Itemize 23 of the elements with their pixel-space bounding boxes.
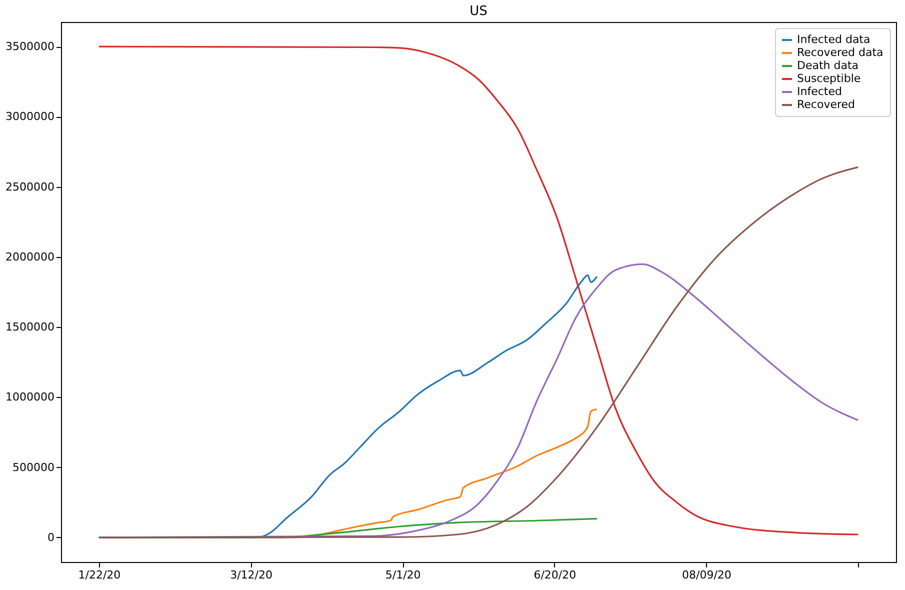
- y-tick-label: 3500000: [6, 40, 54, 54]
- line-series: [98, 46, 859, 536]
- y-tick-label: 1000000: [6, 390, 54, 404]
- legend-label: Recovered: [797, 98, 856, 111]
- x-tick-label: 1/22/20: [78, 568, 121, 582]
- y-tick-label: 2500000: [6, 180, 54, 194]
- y-tick-label: 3000000: [6, 110, 54, 124]
- y-tick-label: 2000000: [6, 250, 54, 264]
- legend-label: Susceptible: [797, 72, 861, 85]
- x-tick-label: 3/12/20: [230, 568, 272, 582]
- y-tick-label: 0: [48, 530, 54, 544]
- y-tick-label: 1500000: [6, 320, 54, 334]
- legend-label: Death data: [797, 59, 859, 72]
- chart-title: US: [470, 4, 488, 19]
- legend-label: Infected: [797, 85, 842, 98]
- legend-label: Recovered data: [797, 46, 884, 59]
- line-series: [98, 166, 859, 538]
- legend-label: Infected data: [797, 33, 870, 46]
- x-tick-label: 08/09/20: [682, 568, 732, 582]
- x-tick-label: 5/1/20: [385, 568, 421, 582]
- y-tick-label: 500000: [12, 460, 54, 474]
- x-tick-label: 6/20/20: [534, 568, 576, 582]
- line-series: [98, 518, 598, 538]
